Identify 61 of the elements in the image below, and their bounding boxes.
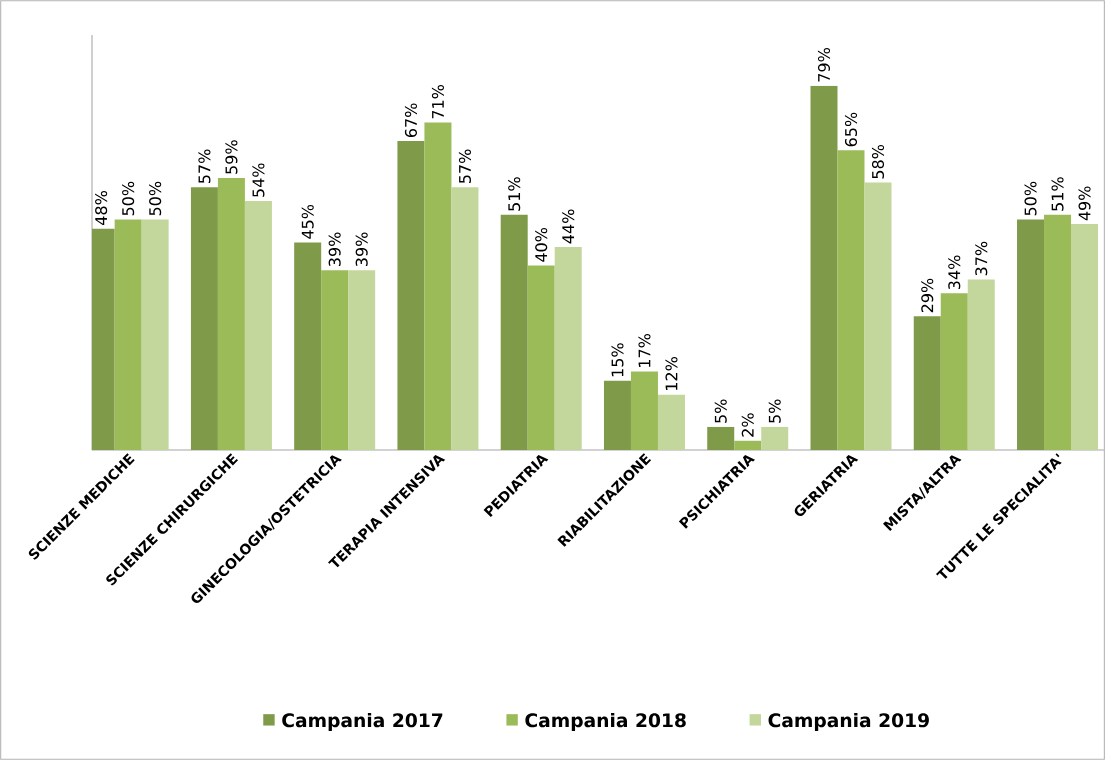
bar bbox=[734, 440, 762, 450]
data-label: 57% bbox=[198, 149, 211, 183]
data-label: 50% bbox=[149, 181, 162, 216]
bar bbox=[141, 219, 169, 450]
bar bbox=[1017, 219, 1045, 450]
data-label: 39% bbox=[328, 232, 341, 267]
bar bbox=[527, 265, 555, 450]
data-label: 15% bbox=[611, 343, 624, 377]
data-label: 59% bbox=[225, 140, 238, 174]
bar bbox=[707, 426, 735, 450]
bar bbox=[397, 141, 425, 450]
data-label: 37% bbox=[975, 241, 988, 276]
data-label: 67% bbox=[404, 103, 417, 138]
bar bbox=[244, 201, 272, 450]
data-label: 2% bbox=[741, 413, 754, 437]
data-label: 49% bbox=[1078, 186, 1091, 221]
data-label: 17% bbox=[638, 334, 651, 367]
data-label: 50% bbox=[122, 181, 135, 216]
bar bbox=[967, 279, 995, 450]
data-label: 40% bbox=[535, 227, 548, 262]
data-label: 44% bbox=[562, 209, 575, 244]
data-label: 71% bbox=[431, 85, 444, 119]
data-label: 45% bbox=[301, 204, 314, 239]
bar bbox=[603, 380, 631, 450]
bar bbox=[1044, 214, 1072, 450]
data-label: 48% bbox=[95, 191, 108, 225]
bar bbox=[321, 270, 349, 450]
bar bbox=[940, 293, 968, 450]
data-label: 29% bbox=[921, 278, 934, 313]
data-label: 39% bbox=[355, 232, 368, 267]
bar bbox=[451, 187, 479, 450]
bar bbox=[424, 122, 452, 450]
data-label: 51% bbox=[508, 177, 521, 211]
bar bbox=[630, 371, 658, 450]
data-label: 57% bbox=[458, 149, 471, 183]
data-label: 5% bbox=[714, 399, 727, 423]
bar bbox=[810, 85, 838, 450]
bar bbox=[294, 242, 322, 450]
data-label: 12% bbox=[665, 357, 678, 390]
bar bbox=[657, 394, 685, 450]
bar bbox=[913, 316, 941, 450]
data-label: 5% bbox=[768, 399, 781, 423]
data-label: 54% bbox=[252, 163, 265, 197]
data-label: 51% bbox=[1051, 177, 1064, 211]
data-label: 79% bbox=[817, 48, 831, 82]
bar bbox=[761, 426, 789, 450]
bar bbox=[500, 214, 528, 450]
legend-label: Campania 2018 bbox=[525, 712, 686, 731]
bar bbox=[348, 270, 376, 450]
legend-label: Campania 2017 bbox=[282, 712, 443, 731]
data-label: 34% bbox=[948, 255, 961, 290]
bar bbox=[864, 182, 892, 450]
bar bbox=[190, 187, 218, 450]
data-label: 65% bbox=[844, 112, 858, 147]
bar bbox=[217, 177, 245, 450]
bar bbox=[1071, 224, 1099, 450]
bar bbox=[554, 247, 582, 450]
bar bbox=[837, 150, 865, 450]
data-label: 58% bbox=[871, 144, 885, 179]
legend-label: Campania 2019 bbox=[768, 712, 929, 731]
data-label: 50% bbox=[1024, 181, 1037, 216]
